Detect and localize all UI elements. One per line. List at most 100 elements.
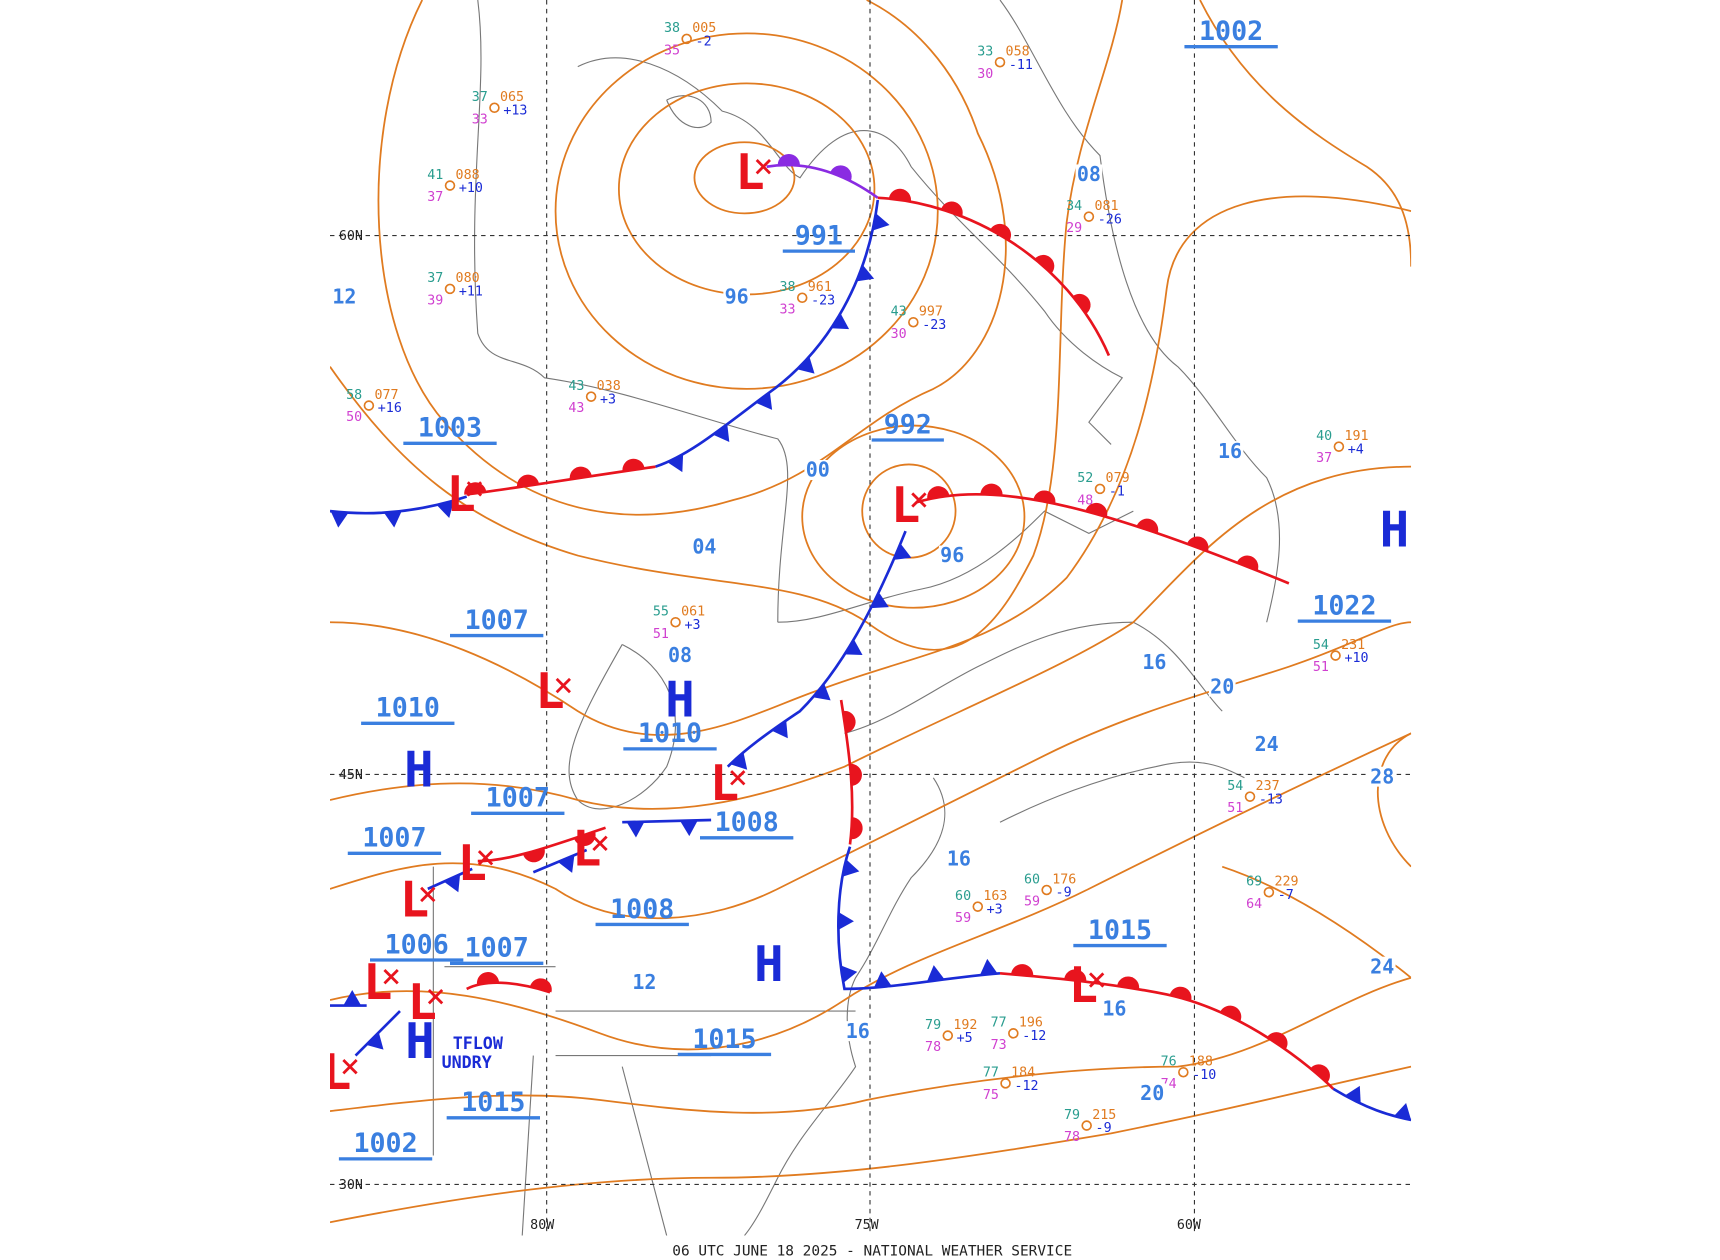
- station-pressure: 081: [1094, 199, 1118, 214]
- station-temperature: 34: [1066, 199, 1082, 214]
- station-temperature: 37: [427, 271, 443, 286]
- station-pressure: 215: [1092, 1108, 1116, 1123]
- station-temperature: 54: [1227, 779, 1243, 794]
- station-temperature: 43: [568, 379, 584, 394]
- station-circle: [972, 901, 984, 912]
- low-center-x: [1089, 972, 1105, 988]
- station-circle: [489, 102, 500, 114]
- warm-front-barb: [1186, 536, 1209, 552]
- low-center-x: [477, 850, 494, 866]
- station-circle: [1244, 791, 1256, 802]
- isobar-label-bg: [1368, 766, 1396, 787]
- isobar-label: 24: [1255, 732, 1279, 756]
- warm-front-barb: [849, 763, 862, 786]
- graticule-label: 80W: [530, 1218, 555, 1233]
- low-center-x: [555, 677, 571, 694]
- low-center-x: [342, 1059, 358, 1075]
- station-pressure: 038: [597, 379, 621, 394]
- center-pressure: 1007: [465, 605, 529, 636]
- low-center: L: [458, 835, 487, 892]
- cold-front-barb: [730, 752, 748, 770]
- station-tendency: +4: [1348, 442, 1364, 457]
- station-temperature: 77: [991, 1016, 1007, 1031]
- station-temperature: 40: [1316, 429, 1332, 444]
- cold-front-barb: [755, 392, 773, 410]
- high-center: H: [754, 936, 783, 993]
- station-circle: [1178, 1066, 1189, 1078]
- station-circle: [681, 33, 692, 45]
- station-circle: [1041, 884, 1052, 896]
- low-center-x: [427, 989, 444, 1005]
- warm-front-barb: [1310, 1064, 1330, 1083]
- station-pressure: 005: [692, 21, 716, 36]
- warm-front-barb: [990, 223, 1012, 241]
- warm-front-barb: [476, 972, 500, 985]
- station-temperature: 33: [977, 45, 993, 60]
- station-circle: [444, 180, 456, 191]
- isobar-label: 08: [668, 643, 692, 667]
- station-circle: [1081, 1120, 1092, 1131]
- station-tendency: -10: [1192, 1068, 1216, 1083]
- station-dewpoint: 33: [472, 112, 488, 127]
- warm-front-barb: [569, 466, 592, 480]
- center-pressure: 1007: [465, 933, 529, 964]
- cold-front-barb: [436, 500, 454, 518]
- cold-front-barb: [840, 965, 858, 983]
- station-circle: [1083, 211, 1095, 222]
- station-dewpoint: 51: [653, 627, 669, 642]
- cold-front-barb: [812, 683, 831, 701]
- station-dewpoint: 29: [1066, 221, 1082, 236]
- warm-front-barb: [529, 978, 552, 993]
- occluded-front-barb: [830, 165, 852, 181]
- warm-front-barb: [1236, 555, 1259, 571]
- station-circle: [942, 1030, 954, 1041]
- station-tendency: +10: [1344, 651, 1368, 666]
- cold-front-barb: [366, 1032, 384, 1050]
- low-center: L: [408, 974, 437, 1031]
- center-pressure: 1006: [385, 929, 449, 960]
- station-dewpoint: 35: [664, 43, 680, 58]
- station-dewpoint: 75: [983, 1088, 999, 1103]
- station-temperature: 79: [1064, 1108, 1080, 1123]
- footer: 06 UTC JUNE 18 2025 - NATIONAL WEATHER S…: [672, 1244, 1072, 1260]
- low-center: L: [322, 1044, 351, 1101]
- isobar-label: 04: [692, 534, 716, 558]
- center-pressure: 1010: [376, 693, 440, 724]
- warm-front-barb: [573, 831, 596, 846]
- station-pressure: 079: [1106, 471, 1130, 486]
- isobar-label-bg: [666, 645, 694, 666]
- isobar-label: 00: [806, 458, 830, 482]
- station-temperature: 76: [1161, 1055, 1177, 1070]
- warm-front-barb: [842, 710, 856, 733]
- cold-front-barb: [330, 511, 349, 528]
- isobar-label: 20: [1140, 1081, 1164, 1105]
- low-center-x: [730, 770, 746, 786]
- high-center: H: [405, 1013, 434, 1070]
- isobar-label: 08: [1077, 162, 1101, 186]
- warm-front-barb: [1267, 1032, 1288, 1050]
- station-tendency: +16: [378, 401, 402, 416]
- warm-front-barb: [1136, 518, 1159, 534]
- center-pressure: 1007: [362, 823, 426, 854]
- low-center-x: [911, 492, 927, 508]
- station-dewpoint: 78: [925, 1040, 941, 1055]
- low-center: L: [735, 144, 764, 201]
- center-pressure: 991: [795, 220, 843, 251]
- station-temperature: 79: [925, 1018, 941, 1033]
- cold-front-barb: [872, 213, 890, 231]
- annotation: UNDRY: [442, 1053, 492, 1072]
- station-circle: [994, 56, 1006, 68]
- isobar-label: 16: [1102, 997, 1126, 1021]
- center-pressure: 1010: [638, 718, 702, 749]
- station-pressure: 077: [374, 388, 398, 403]
- center-pressure: 1022: [1312, 590, 1376, 621]
- isobar-label-bg: [1253, 734, 1280, 755]
- warm-front-barb: [1220, 1005, 1242, 1022]
- low-center: L: [363, 954, 392, 1011]
- station-tendency: -2: [696, 35, 712, 50]
- station-tendency: +13: [503, 103, 527, 118]
- station-dewpoint: 78: [1064, 1130, 1080, 1145]
